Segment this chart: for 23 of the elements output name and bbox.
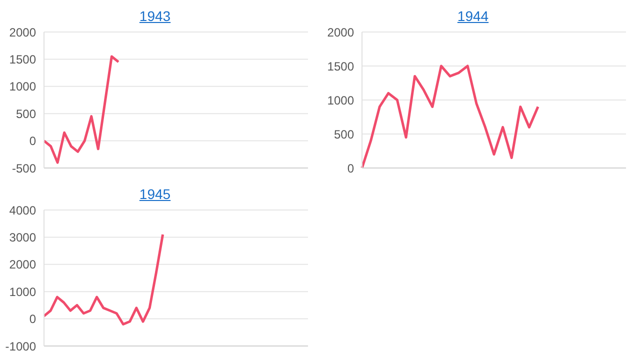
y-tick-label: 1500 — [9, 52, 36, 66]
y-tick-label: 1000 — [9, 80, 36, 94]
y-tick-label: 2000 — [9, 258, 36, 272]
y-tick-label: 3000 — [9, 230, 36, 244]
y-tick-label: 2000 — [9, 25, 36, 40]
y-tick-label: 1000 — [9, 284, 36, 299]
y-tick-label: 4000 — [9, 203, 36, 218]
y-tick-label: 2000 — [327, 25, 354, 40]
y-tick-label: 500 — [334, 127, 354, 142]
y-tick-label: -500 — [12, 161, 36, 176]
y-tick-label: 0 — [347, 161, 354, 176]
y-tick-label: 0 — [29, 312, 36, 326]
line-series — [42, 233, 164, 326]
y-tick-label: 1500 — [327, 59, 354, 74]
chart-title: 1944 — [456, 7, 490, 26]
y-tick-label: 0 — [29, 134, 36, 148]
line-series — [360, 64, 540, 168]
y-tick-label: 500 — [16, 106, 36, 121]
y-tick-label: -1000 — [5, 339, 36, 354]
y-tick-label: 1000 — [327, 93, 354, 108]
line-series — [42, 55, 120, 164]
chart-title: 1943 — [138, 7, 172, 26]
chart-title: 1945 — [138, 185, 172, 204]
